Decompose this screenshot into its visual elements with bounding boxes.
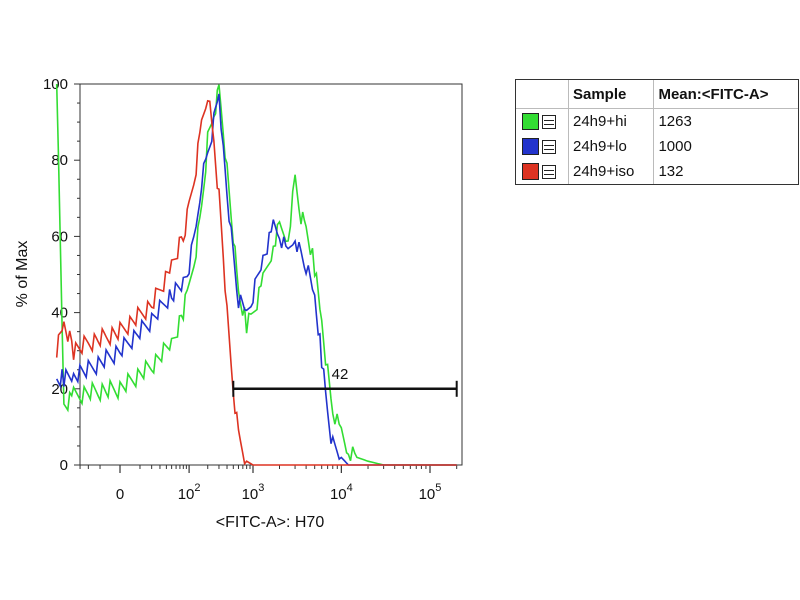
y-axis-title: % of Max	[14, 241, 31, 308]
gate-label: 42	[332, 366, 349, 383]
series-line-24h9+hi	[55, 83, 457, 466]
legend-sample: 24h9+iso	[567, 159, 654, 184]
x-tick-label: 103	[242, 482, 265, 503]
legend-mean: 132	[653, 159, 798, 184]
legend-row-lo: 24h9+lo 1000	[516, 134, 798, 159]
blue-swatch-icon	[522, 138, 539, 156]
series-line-24h9+iso	[55, 99, 457, 466]
y-tick-label: 0	[60, 457, 68, 474]
x-tick-label: 104	[330, 482, 353, 503]
legend-row-hi: 24h9+hi 1263	[516, 108, 798, 134]
legend-sample: 24h9+lo	[567, 134, 654, 159]
layer-icon	[542, 114, 556, 129]
x-tick-label: 105	[419, 482, 442, 503]
legend-row-iso: 24h9+iso 132	[516, 159, 798, 184]
legend-sample: 24h9+hi	[567, 108, 654, 134]
x-axis-title: <FITC-A>: H70	[216, 514, 325, 531]
layer-icon	[542, 164, 556, 179]
legend-mean: 1000	[653, 134, 798, 159]
legend-header-blank	[516, 80, 569, 109]
x-tick-label: 0	[116, 486, 124, 503]
legend-header-sample: Sample	[567, 80, 654, 109]
y-tick-label: 80	[51, 152, 68, 169]
legend-mean: 1263	[653, 108, 798, 134]
green-swatch-icon	[522, 113, 539, 131]
plot-frame	[79, 83, 463, 466]
y-tick-label: 40	[51, 305, 68, 322]
legend-header-mean: Mean:<FITC-A>	[653, 80, 798, 109]
y-tick-label: 100	[43, 76, 68, 93]
legend-table: Sample Mean:<FITC-A> 24h9+hi 1263 24h9+l…	[515, 79, 799, 185]
red-swatch-icon	[522, 163, 539, 181]
layer-icon	[542, 139, 556, 154]
x-tick-label: 102	[178, 482, 201, 503]
series-line-24h9+lo	[55, 93, 457, 466]
